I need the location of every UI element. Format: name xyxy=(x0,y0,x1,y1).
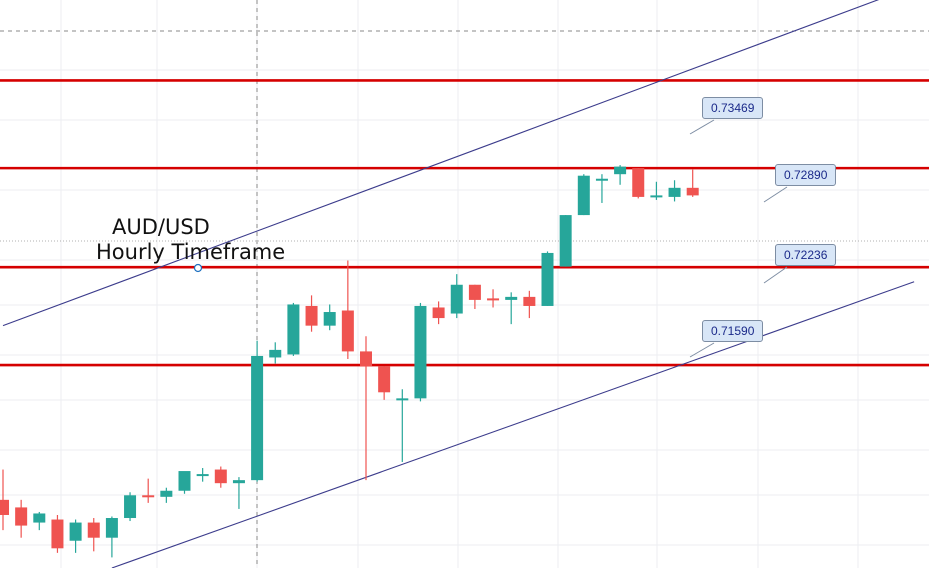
candle-36 xyxy=(650,181,663,200)
level-label-1: 0.72890 xyxy=(775,164,837,186)
candle-body-1 xyxy=(15,507,28,526)
candle-0 xyxy=(0,469,9,531)
level-callout-pointer-0 xyxy=(689,119,715,135)
candle-body-26 xyxy=(468,284,481,300)
candle-body-21 xyxy=(378,366,391,393)
chart-title-timeframe: Hourly Timeframe xyxy=(96,240,286,264)
candle-body-22 xyxy=(396,398,409,401)
candle-7 xyxy=(124,492,137,522)
level-callout-pointer-3 xyxy=(689,342,715,358)
level-label-0: 0.73469 xyxy=(702,97,764,119)
candle-25 xyxy=(450,274,463,319)
candle-body-24 xyxy=(432,307,445,319)
candle-9 xyxy=(160,487,173,503)
candle-24 xyxy=(432,301,445,325)
level-callouts xyxy=(689,119,788,358)
candle-body-33 xyxy=(595,178,608,181)
candle-body-3 xyxy=(51,519,64,549)
candle-33 xyxy=(595,174,608,203)
candle-22 xyxy=(396,389,409,462)
candle-13 xyxy=(232,477,245,509)
candle-30 xyxy=(541,251,554,306)
candle-body-32 xyxy=(577,175,590,216)
candle-body-11 xyxy=(196,474,209,477)
candle-34 xyxy=(614,165,627,185)
candle-27 xyxy=(487,289,500,308)
channel-lower-line xyxy=(111,281,915,568)
candle-20 xyxy=(360,336,372,481)
candle-38 xyxy=(686,169,699,197)
candle-12 xyxy=(214,466,227,488)
candle-body-20 xyxy=(360,351,372,367)
candle-8 xyxy=(142,478,155,503)
candle-body-12 xyxy=(214,469,227,484)
candle-19 xyxy=(341,260,354,359)
candle-4 xyxy=(69,519,82,553)
candle-6 xyxy=(105,516,118,558)
candle-body-2 xyxy=(33,513,46,523)
candle-1 xyxy=(15,499,28,538)
channel-upper-line xyxy=(2,0,880,327)
candle-body-17 xyxy=(305,305,318,326)
candle-body-38 xyxy=(686,187,699,196)
chart-title-symbol: AUD/USD xyxy=(112,215,210,239)
candle-body-25 xyxy=(450,284,463,314)
candle-body-10 xyxy=(178,471,191,491)
candles xyxy=(0,165,699,558)
crosshair-dot xyxy=(193,263,203,273)
candle-5 xyxy=(87,518,100,552)
candle-body-18 xyxy=(323,312,336,326)
candle-body-5 xyxy=(87,522,100,538)
candle-body-36 xyxy=(650,195,663,198)
horizontal-levels xyxy=(0,79,929,367)
candle-body-29 xyxy=(523,296,536,306)
candle-body-16 xyxy=(287,304,300,355)
candle-32 xyxy=(577,174,590,216)
candle-14 xyxy=(251,340,264,482)
candle-body-19 xyxy=(341,310,354,352)
candle-body-15 xyxy=(269,349,282,358)
candle-body-14 xyxy=(251,355,264,481)
candle-21 xyxy=(378,366,391,400)
candle-31 xyxy=(559,215,572,267)
candle-body-35 xyxy=(632,168,645,197)
level-label-2: 0.72236 xyxy=(775,244,837,266)
candle-17 xyxy=(305,295,318,332)
candle-16 xyxy=(287,302,300,356)
candle-body-37 xyxy=(668,187,681,197)
candle-18 xyxy=(323,304,336,331)
candle-body-0 xyxy=(0,499,9,515)
candle-body-7 xyxy=(124,495,137,519)
candle-body-9 xyxy=(160,490,173,497)
candle-37 xyxy=(668,180,681,202)
candle-body-4 xyxy=(69,522,82,541)
candle-body-6 xyxy=(105,518,118,538)
candle-3 xyxy=(51,514,64,553)
candle-body-30 xyxy=(541,252,554,306)
candle-body-31 xyxy=(559,215,572,267)
candle-11 xyxy=(196,468,209,482)
candle-body-13 xyxy=(232,480,245,484)
candle-26 xyxy=(468,284,481,309)
candle-28 xyxy=(505,292,518,325)
candle-23 xyxy=(414,302,427,402)
candle-15 xyxy=(269,342,282,364)
candle-body-34 xyxy=(614,166,627,175)
candle-body-28 xyxy=(505,296,518,300)
candle-10 xyxy=(178,471,191,494)
level-callout-pointer-2 xyxy=(763,266,788,284)
candle-35 xyxy=(632,168,645,199)
candle-body-8 xyxy=(142,495,155,498)
candle-body-23 xyxy=(414,305,427,399)
level-label-3: 0.71590 xyxy=(702,320,764,342)
level-callout-pointer-1 xyxy=(763,186,788,203)
candle-2 xyxy=(33,511,46,531)
candle-body-27 xyxy=(487,298,500,301)
candle-29 xyxy=(523,290,536,319)
